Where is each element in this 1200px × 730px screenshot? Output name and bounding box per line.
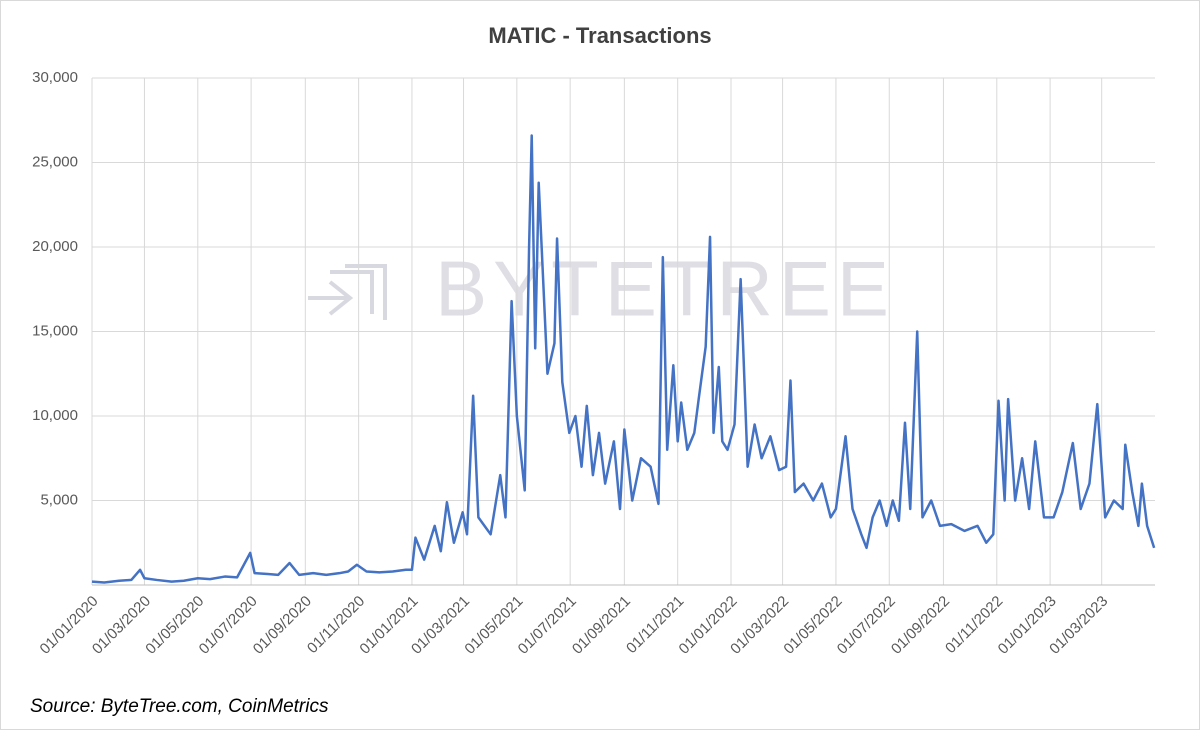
- y-tick-label: 10,000: [32, 407, 78, 424]
- y-tick-label: 5,000: [40, 491, 78, 508]
- data-line: [91, 134, 1156, 584]
- y-tick-label: 30,000: [32, 69, 78, 86]
- y-tick-label: 20,000: [32, 238, 78, 255]
- chart-title: MATIC - Transactions: [488, 23, 711, 48]
- y-tick-label: 15,000: [32, 322, 78, 339]
- y-tick-label: 25,000: [32, 153, 78, 170]
- source-note: Source: ByteTree.com, CoinMetrics: [30, 696, 329, 717]
- grid: [91, 77, 1155, 585]
- watermark-logo: [308, 264, 387, 320]
